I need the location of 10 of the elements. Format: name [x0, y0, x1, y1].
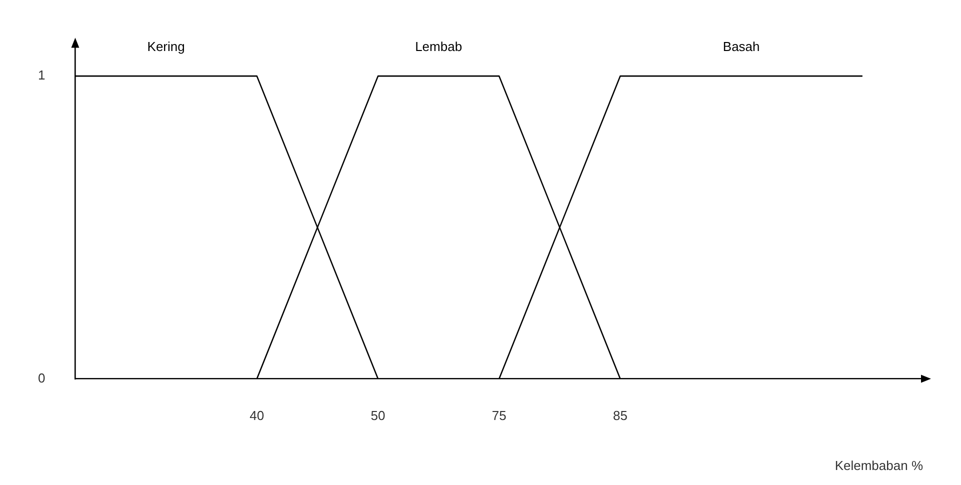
x-tick-label: 40: [250, 408, 264, 424]
y-tick-label: 1: [38, 68, 46, 83]
series-label: Basah: [722, 39, 760, 54]
series-label: Kering: [147, 39, 185, 54]
x-axis-title: Kelembaban %: [834, 458, 924, 473]
x-tick-label: 75: [492, 408, 506, 424]
x-tick-label: 85: [612, 408, 628, 424]
series-label: Lembab: [415, 39, 462, 54]
x-tick-label: 50: [370, 408, 386, 424]
y-tick-label: 0: [38, 370, 46, 386]
